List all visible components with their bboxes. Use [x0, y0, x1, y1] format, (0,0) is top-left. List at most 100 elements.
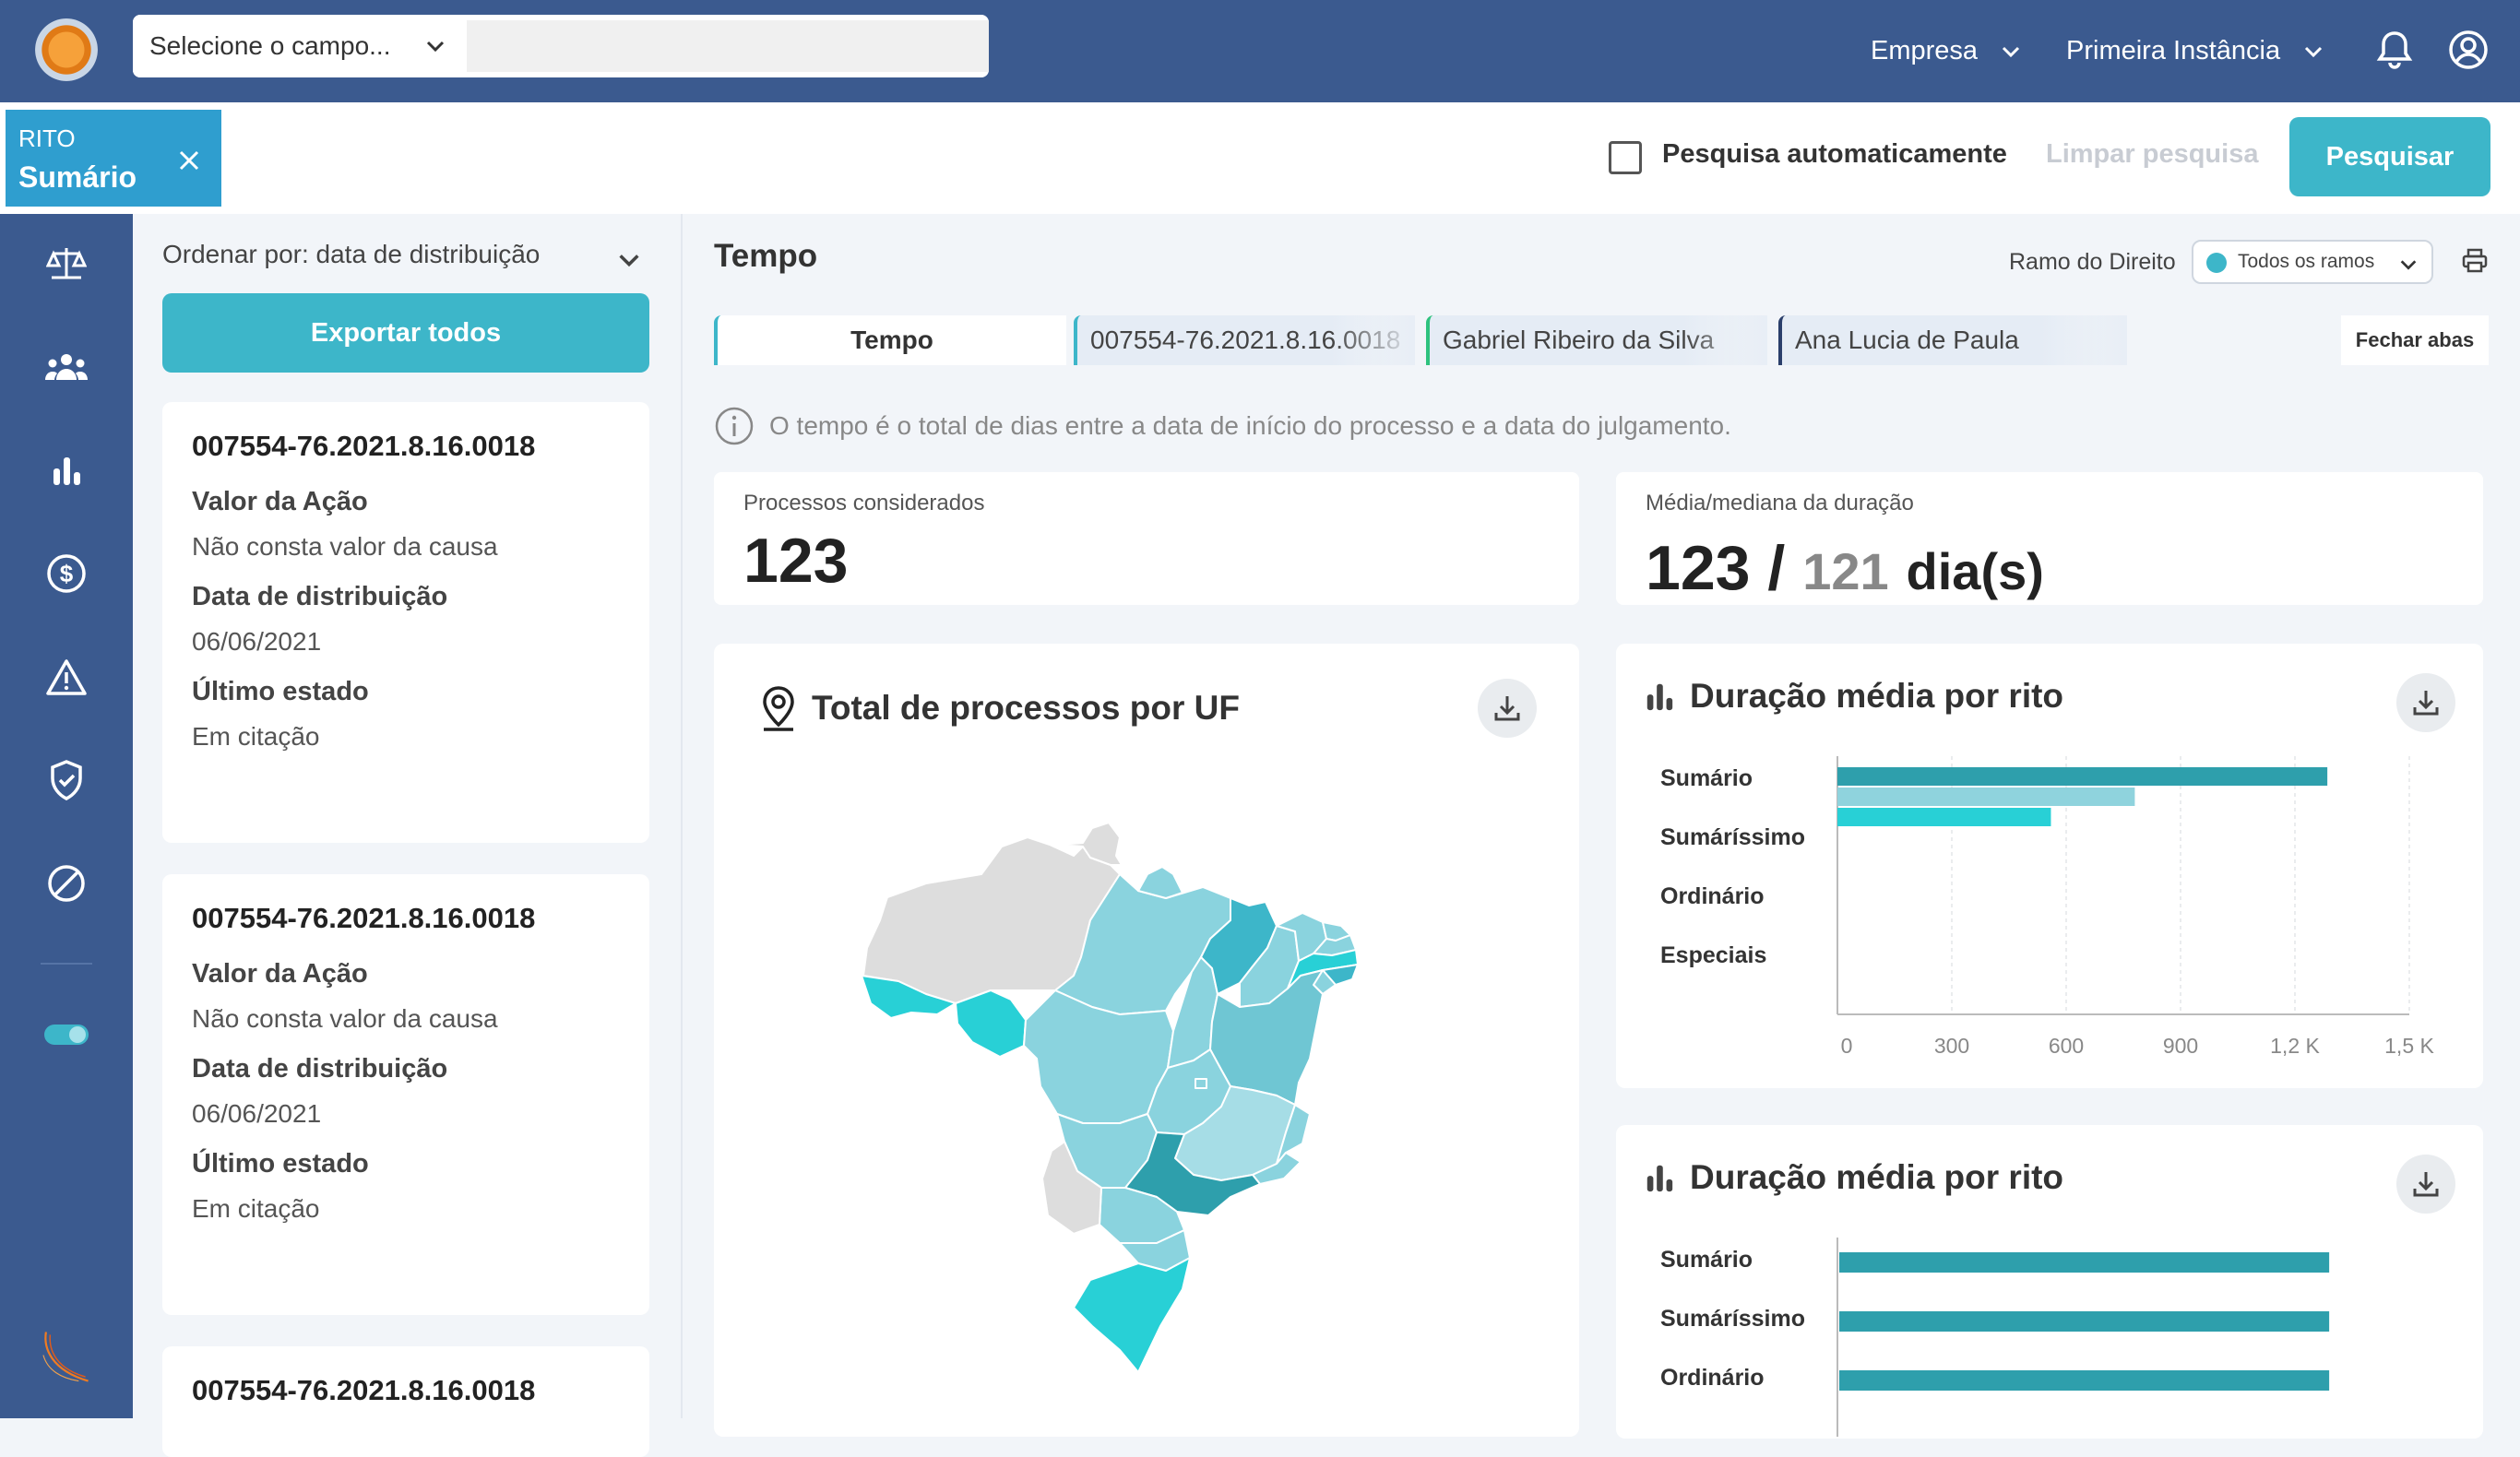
- state-rr: [1056, 822, 1123, 866]
- x-tick-label: 300: [1934, 1034, 1969, 1058]
- field-label: Último estado: [192, 677, 369, 706]
- search-field-select[interactable]: Selecione o campo...: [133, 15, 467, 77]
- instance-dropdown[interactable]: Primeira Instância: [2066, 0, 2324, 102]
- field-label: Valor da Ação: [192, 487, 368, 516]
- search-field-select-label: Selecione o campo...: [149, 31, 391, 60]
- chevron-down-icon: [2400, 260, 2417, 270]
- stat-label: Processos considerados: [743, 491, 985, 515]
- clear-search-link[interactable]: Limpar pesquisa: [2046, 139, 2259, 169]
- stat-processes-card: Processos considerados 123: [714, 472, 1579, 605]
- sidebar-divider: [41, 963, 92, 965]
- category-label: Especiais: [1660, 942, 1766, 968]
- x-tick-label: 0: [1841, 1034, 1853, 1058]
- tab-bar: Tempo 007554-76.2021.8.16.0018 Gabriel R…: [714, 315, 2127, 365]
- x-tick-label: 1,2 K: [2270, 1034, 2320, 1058]
- state-ap: [1137, 866, 1183, 899]
- category-label: Sumáríssimo: [1660, 1306, 1805, 1332]
- state-ro: [955, 989, 1027, 1058]
- filter-bar: RITO Sumário Pesquisa automaticamente Li…: [0, 102, 2520, 214]
- chart-title: Duração média por rito: [1644, 1158, 2063, 1197]
- dollar-icon[interactable]: $: [41, 548, 92, 599]
- category-label: Sumário: [1660, 1247, 1753, 1273]
- bar: [1837, 808, 2051, 826]
- chart-title-text: Duração média por rito: [1690, 677, 2064, 715]
- close-icon[interactable]: [177, 148, 201, 172]
- tab-label: Tempo: [850, 326, 933, 354]
- warning-icon[interactable]: [41, 651, 92, 703]
- sort-dropdown[interactable]: Ordenar por: data de distribuição: [162, 240, 541, 268]
- field-label: Último estado: [192, 1149, 369, 1179]
- download-icon[interactable]: [1478, 679, 1537, 738]
- info-note: O tempo é o total de dias entre a data d…: [714, 406, 1731, 446]
- state-rs: [1073, 1257, 1191, 1373]
- company-dropdown[interactable]: Empresa: [1871, 0, 2022, 102]
- process-card[interactable]: 007554-76.2021.8.16.0018: [162, 1346, 649, 1457]
- state-gray-south: [1041, 1141, 1102, 1235]
- print-icon[interactable]: [2461, 247, 2489, 275]
- x-tick-label: 600: [2049, 1034, 2084, 1058]
- chevron-down-icon: [2305, 46, 2323, 57]
- state-df: [1195, 1078, 1207, 1089]
- ramo-label: Ramo do Direito: [2009, 249, 2176, 275]
- panel-divider: [681, 214, 683, 1418]
- chevron-down-icon: [426, 41, 445, 53]
- brand-swoosh-icon: [41, 1315, 92, 1398]
- field-value: 06/06/2021: [192, 1099, 322, 1128]
- bar-chart-icon: [1646, 1165, 1673, 1192]
- stat-duration-card: Média/mediana da duração 123 / 121 dia(s…: [1616, 472, 2483, 605]
- x-tick-label: 1,5 K: [2384, 1034, 2434, 1058]
- stat-median: 121: [1802, 542, 1889, 600]
- x-tick-label: 900: [2163, 1034, 2198, 1058]
- field-label: Valor da Ação: [192, 959, 368, 989]
- ramo-value: Todos os ramos: [2238, 251, 2375, 272]
- location-pin-icon: [763, 686, 794, 731]
- people-icon[interactable]: [41, 341, 92, 393]
- user-account-icon[interactable]: [2446, 28, 2490, 72]
- chevron-down-icon[interactable]: [616, 247, 642, 273]
- scale-icon[interactable]: [41, 238, 92, 290]
- search-button[interactable]: Pesquisar: [2289, 117, 2490, 196]
- chart-card-duration: Duração média por rito Sumário Sumáríssim…: [1616, 644, 2483, 1088]
- tab-label: Ana Lucia de Paula: [1795, 326, 2019, 354]
- process-number: 007554-76.2021.8.16.0018: [192, 902, 536, 934]
- map-title-text: Total de processos por UF: [812, 689, 1240, 727]
- shield-check-icon[interactable]: [41, 754, 92, 806]
- tab-tempo[interactable]: Tempo: [714, 315, 1066, 365]
- brazil-map: [861, 822, 1359, 1373]
- bell-icon[interactable]: [2372, 28, 2417, 72]
- tab-label: Gabriel Ribeiro da Silva: [1443, 326, 1715, 354]
- process-card[interactable]: 007554-76.2021.8.16.0018 Valor da Ação N…: [162, 402, 649, 843]
- tab-process[interactable]: 007554-76.2021.8.16.0018: [1074, 315, 1415, 365]
- map-card: Total de processos por UF: [714, 644, 1579, 1437]
- ramo-select[interactable]: Todos os ramos: [2192, 240, 2433, 284]
- instance-label: Primeira Instância: [2066, 36, 2281, 65]
- toggle-icon[interactable]: [41, 1009, 92, 1060]
- bar: [1839, 1370, 2330, 1391]
- tab-gabriel[interactable]: Gabriel Ribeiro da Silva: [1426, 315, 1767, 365]
- block-icon[interactable]: [41, 858, 92, 909]
- tab-ana[interactable]: Ana Lucia de Paula: [1778, 315, 2127, 365]
- search-bar: Selecione o campo...: [133, 15, 989, 77]
- chart-title-text: Duração média por rito: [1690, 1158, 2064, 1196]
- filter-chip-rito[interactable]: RITO Sumário: [6, 110, 221, 207]
- process-card[interactable]: 007554-76.2021.8.16.0018 Valor da Ação N…: [162, 874, 649, 1315]
- download-icon[interactable]: [2396, 673, 2455, 732]
- top-bar: Selecione o campo... Empresa Primeira In…: [0, 0, 2520, 102]
- category-label: Ordinário: [1660, 1365, 1765, 1391]
- company-label: Empresa: [1871, 36, 1979, 65]
- field-value: Não consta valor da causa: [192, 1004, 498, 1033]
- map-title: Total de processos por UF: [760, 684, 1240, 732]
- close-tabs-button[interactable]: Fechar abas: [2341, 315, 2489, 365]
- field-value: Em citação: [192, 1194, 320, 1223]
- auto-search-checkbox[interactable]: [1609, 141, 1642, 174]
- download-icon[interactable]: [2396, 1155, 2455, 1214]
- bar-chart-icon[interactable]: [41, 444, 92, 496]
- page-title: Tempo: [714, 238, 818, 274]
- app-logo[interactable]: [35, 18, 98, 81]
- chart-card-duration-2: Duração média por rito Sumário Sumáríssim…: [1616, 1125, 2483, 1439]
- main-content: Tempo Ramo do Direito Todos os ramos Tem…: [683, 214, 2520, 1439]
- stat-label: Média/mediana da duração: [1646, 491, 1914, 515]
- search-input[interactable]: [467, 20, 989, 72]
- export-all-button[interactable]: Exportar todos: [162, 293, 649, 373]
- filter-chip-value: Sumário: [18, 160, 137, 194]
